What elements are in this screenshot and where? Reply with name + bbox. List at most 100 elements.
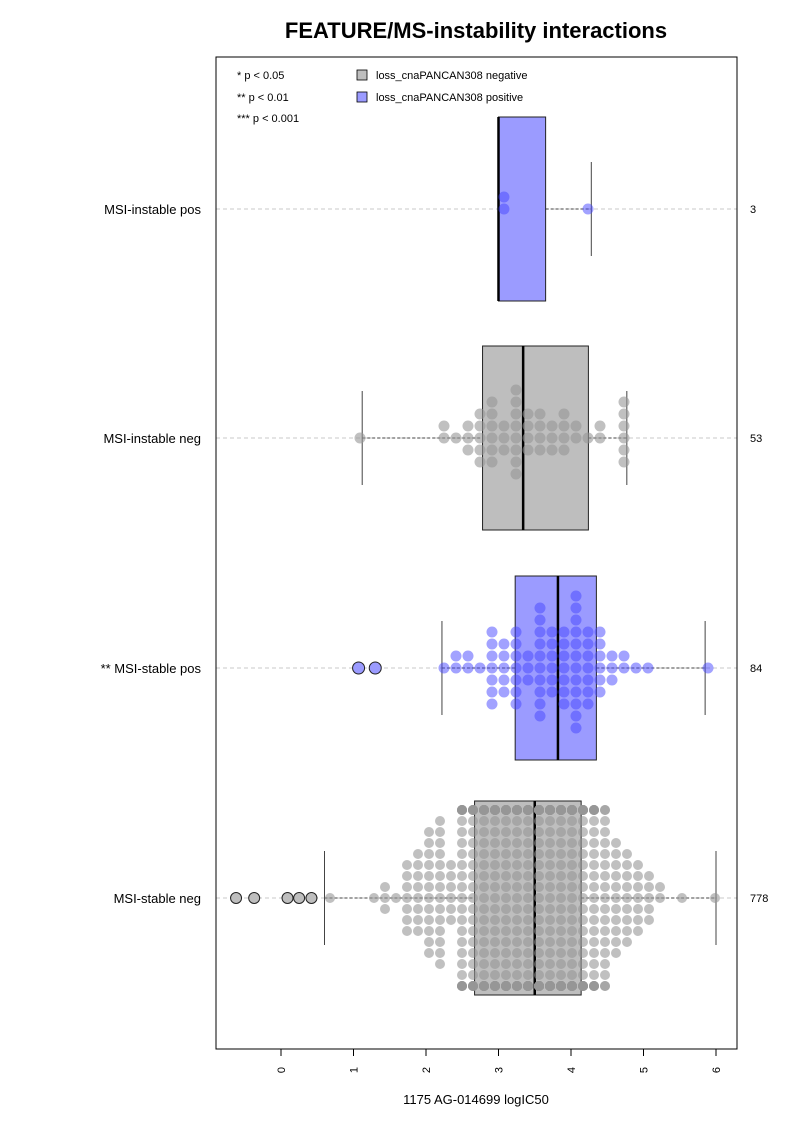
- data-point: [556, 926, 566, 936]
- data-point: [490, 893, 500, 903]
- data-point: [479, 860, 489, 870]
- data-point: [545, 860, 555, 870]
- data-point: [556, 904, 566, 914]
- data-point: [490, 959, 500, 969]
- data-point: [457, 915, 467, 925]
- data-point: [589, 926, 599, 936]
- data-point: [413, 915, 423, 925]
- count-msi-stable-neg: 778: [750, 893, 768, 905]
- data-point: [490, 849, 500, 859]
- data-point: [534, 674, 546, 686]
- data-point: [479, 915, 489, 925]
- data-point: [567, 849, 577, 859]
- x-axis-label: 1175 AG-014699 logIC50: [403, 1092, 549, 1107]
- data-point: [594, 432, 606, 444]
- data-point: [486, 432, 498, 444]
- data-point: [589, 937, 599, 947]
- data-point: [558, 432, 570, 444]
- data-point: [578, 981, 588, 991]
- data-point: [450, 650, 462, 662]
- data-point: [486, 420, 498, 432]
- data-point: [523, 805, 533, 815]
- data-point: [589, 860, 599, 870]
- x-axis: 0 1 2 3 4 5 6: [276, 1048, 723, 1073]
- data-point: [479, 959, 489, 969]
- data-point: [556, 915, 566, 925]
- data-point: [413, 904, 423, 914]
- data-point: [611, 871, 621, 881]
- x-tick-label: 1: [349, 1067, 361, 1073]
- outlier-point: [293, 892, 306, 904]
- data-point: [450, 662, 462, 674]
- outlier-point: [248, 892, 261, 904]
- data-point: [556, 849, 566, 859]
- data-point: [600, 959, 610, 969]
- data-point: [589, 838, 599, 848]
- chart-title: FEATURE/MS-instability interactions: [285, 18, 667, 43]
- data-point: [479, 948, 489, 958]
- data-point: [556, 893, 566, 903]
- data-point: [501, 827, 511, 837]
- data-point: [435, 871, 445, 881]
- data-point: [545, 926, 555, 936]
- data-point: [474, 420, 486, 432]
- data-point: [611, 948, 621, 958]
- data-point: [424, 904, 434, 914]
- data-point: [567, 926, 577, 936]
- data-point: [611, 893, 621, 903]
- data-point: [600, 926, 610, 936]
- data-point: [642, 662, 654, 674]
- data-point: [589, 948, 599, 958]
- data-point: [578, 959, 588, 969]
- data-point: [522, 408, 534, 420]
- box-group: [352, 575, 714, 761]
- data-point: [522, 444, 534, 456]
- data-point: [501, 937, 511, 947]
- data-point: [490, 926, 500, 936]
- data-point: [534, 602, 546, 614]
- data-point: [402, 926, 412, 936]
- data-point: [446, 882, 456, 892]
- data-point: [523, 948, 533, 958]
- data-point: [534, 981, 544, 991]
- data-point: [534, 614, 546, 626]
- data-point: [589, 871, 599, 881]
- data-point: [435, 838, 445, 848]
- legend-label-negative: loss_cnaPANCAN308 negative: [376, 70, 527, 82]
- data-point: [622, 871, 632, 881]
- data-point: [424, 915, 434, 925]
- data-point: [611, 937, 621, 947]
- data-point: [501, 805, 511, 815]
- group-labels: MSI-instable pos MSI-instable neg ** MSI…: [101, 202, 202, 906]
- data-point: [578, 816, 588, 826]
- legend-sig-1: * p < 0.05: [237, 70, 284, 82]
- data-point: [424, 948, 434, 958]
- data-point: [611, 882, 621, 892]
- data-point: [522, 662, 534, 674]
- data-point: [570, 698, 582, 710]
- data-point: [618, 432, 630, 444]
- data-point: [402, 860, 412, 870]
- data-point: [534, 816, 544, 826]
- data-point: [490, 915, 500, 925]
- data-point: [457, 893, 467, 903]
- data-point: [512, 904, 522, 914]
- data-point: [479, 827, 489, 837]
- data-point: [618, 650, 630, 662]
- data-point: [567, 805, 577, 815]
- data-point: [512, 882, 522, 892]
- data-point: [578, 882, 588, 892]
- data-point: [582, 638, 594, 650]
- data-point: [545, 827, 555, 837]
- data-point: [567, 860, 577, 870]
- data-point: [468, 893, 478, 903]
- data-point: [546, 444, 558, 456]
- data-point: [556, 948, 566, 958]
- data-point: [558, 408, 570, 420]
- data-point: [644, 904, 654, 914]
- data-point: [512, 816, 522, 826]
- data-point: [600, 827, 610, 837]
- data-point: [578, 849, 588, 859]
- data-point: [556, 827, 566, 837]
- data-point: [501, 838, 511, 848]
